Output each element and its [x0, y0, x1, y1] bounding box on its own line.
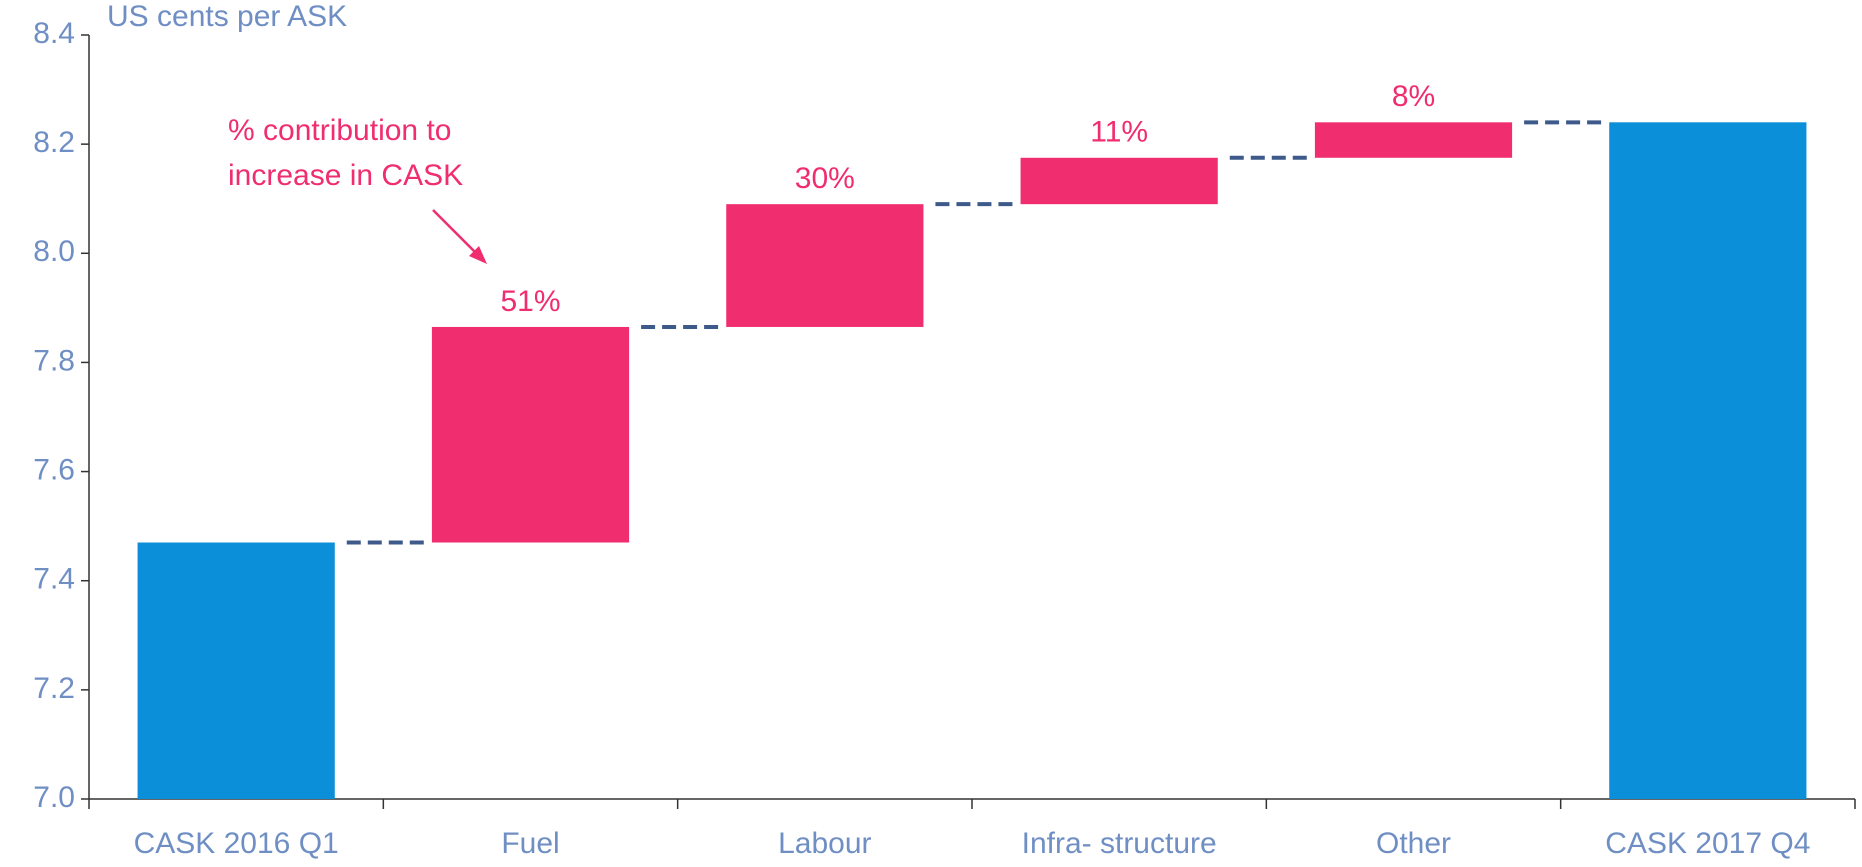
bar	[137, 542, 335, 799]
bar	[726, 204, 924, 327]
data-label: 30%	[795, 162, 855, 195]
bar	[1609, 122, 1807, 800]
y-tick-label: 7.4	[33, 563, 75, 596]
annotation: increase in CASK	[228, 159, 463, 192]
x-tick-label: Other	[1376, 827, 1451, 860]
x-tick-label: Labour	[778, 827, 871, 860]
y-tick-label: 7.6	[33, 453, 75, 486]
data-label: 8%	[1392, 80, 1435, 113]
y-tick-label: 7.0	[33, 781, 75, 814]
bar	[431, 326, 630, 543]
annotation-arrow	[432, 209, 481, 258]
x-tick-label: CASK 2017 Q4	[1605, 827, 1810, 860]
y-tick-label: 7.2	[33, 672, 75, 705]
y-tick-label: 7.8	[33, 344, 75, 377]
data-label: 51%	[500, 285, 560, 318]
bar	[1314, 122, 1513, 158]
x-tick-label: Fuel	[501, 827, 559, 860]
x-tick-label: Infra- structure	[1022, 827, 1217, 860]
x-tick-label: CASK 2016 Q1	[134, 827, 339, 860]
y-tick-label: 8.4	[33, 17, 75, 50]
annotation: % contribution to	[228, 114, 451, 147]
bar	[1020, 157, 1218, 205]
y-tick-label: 8.2	[33, 126, 75, 159]
annotation-arrowhead	[469, 246, 487, 264]
y-axis-label: US cents per ASK	[107, 0, 347, 33]
data-label: 11%	[1090, 116, 1148, 149]
y-tick-label: 8.0	[33, 235, 75, 268]
